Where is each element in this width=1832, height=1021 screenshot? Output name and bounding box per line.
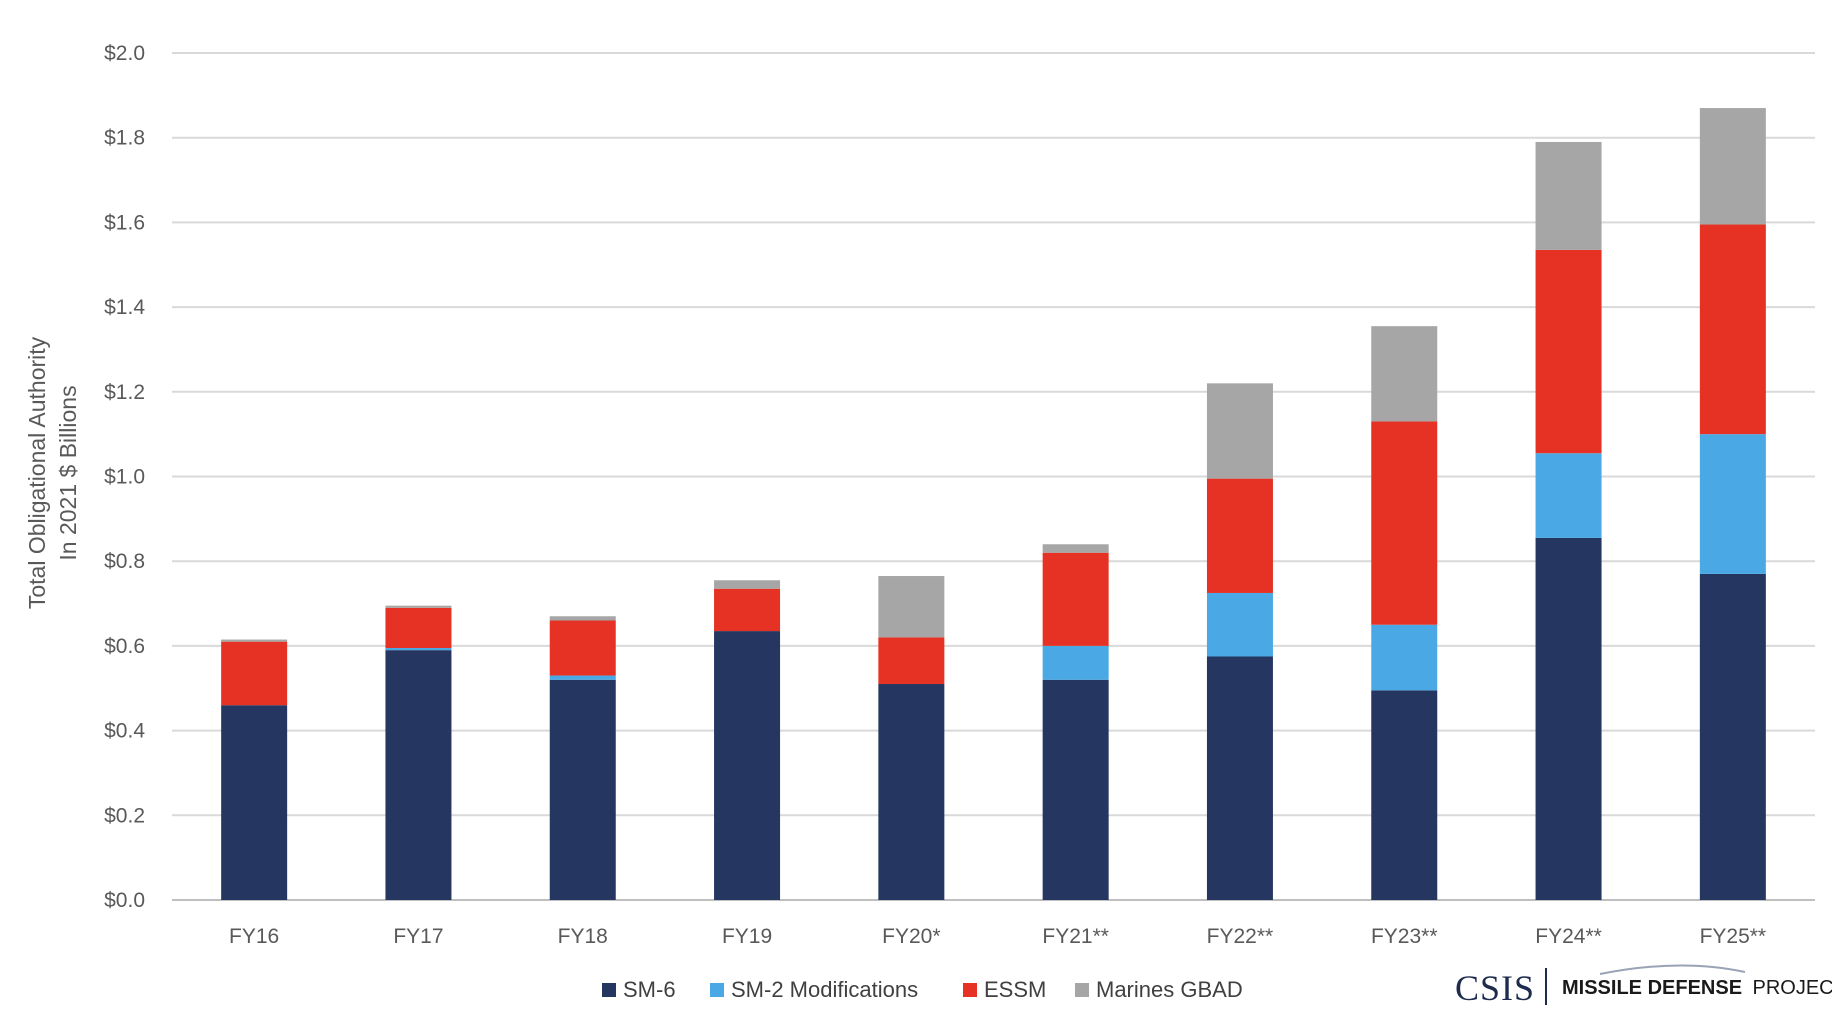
legend: SM-6 SM-2 Modifications ESSM Marines GBAD xyxy=(602,977,1243,1002)
branding-logo: CSIS MISSILE DEFENSE PROJECT xyxy=(1455,964,1832,1008)
x-tick-label: FY19 xyxy=(722,925,772,948)
legend-swatch xyxy=(602,983,616,997)
bar-sm-6-fy18 xyxy=(549,679,616,900)
x-tick-label: FY25** xyxy=(1700,925,1767,948)
bar-sm-6-fy16 xyxy=(221,705,288,900)
bar-essm-fy20 xyxy=(878,637,945,685)
y-axis-label-line-2: In 2021 $ Billions xyxy=(55,385,81,560)
y-tick-label: $0.4 xyxy=(104,720,145,743)
bar-marines-gbad-fy23 xyxy=(1371,326,1438,422)
bar-sm-6-fy19 xyxy=(714,631,781,900)
bar-sm-2-modifications-fy17 xyxy=(385,648,452,651)
legend-label: SM-2 Modifications xyxy=(731,977,918,1002)
bar-marines-gbad-fy22 xyxy=(1206,383,1273,479)
bar-marines-gbad-fy21 xyxy=(1042,544,1109,553)
bar-essm-fy24 xyxy=(1535,249,1602,454)
csis-logo-text: CSIS xyxy=(1455,968,1535,1008)
bar-essm-fy17 xyxy=(385,607,452,649)
swoosh-icon xyxy=(1599,964,1746,975)
x-tick-label: FY17 xyxy=(393,925,443,948)
bar-essm-fy22 xyxy=(1206,478,1273,593)
bar-marines-gbad-fy16 xyxy=(221,639,288,642)
y-tick-label: $1.2 xyxy=(104,381,145,404)
x-tick-label: FY22** xyxy=(1207,925,1274,948)
x-tick-label: FY24** xyxy=(1535,925,1602,948)
y-axis-label-line-1: Total Obligational Authority xyxy=(24,336,50,609)
legend-label: SM-6 xyxy=(623,977,676,1002)
bars xyxy=(221,108,1766,900)
legend-swatch xyxy=(710,983,724,997)
bar-sm-6-fy24 xyxy=(1535,537,1602,900)
x-tick-label: FY16 xyxy=(229,925,279,948)
bar-sm-2-modifications-fy18 xyxy=(549,675,616,680)
bar-essm-fy19 xyxy=(714,588,781,632)
bar-sm-6-fy21 xyxy=(1042,679,1109,900)
bar-sm-2-modifications-fy22 xyxy=(1206,592,1273,657)
bar-essm-fy18 xyxy=(549,620,616,676)
bar-essm-fy23 xyxy=(1371,421,1438,625)
bar-marines-gbad-fy25 xyxy=(1699,108,1766,225)
bar-marines-gbad-fy19 xyxy=(714,580,781,589)
bar-sm-6-fy17 xyxy=(385,650,452,900)
y-axis-ticks: $0.0 $0.2 $0.4 $0.6 $0.8 $1.0 $1.2 $1.4 $1.6 $1.8… xyxy=(104,42,145,912)
project-name: MISSILE DEFENSE PROJECT xyxy=(1562,977,1832,999)
bar-marines-gbad-fy18 xyxy=(549,616,616,621)
y-tick-label: $1.8 xyxy=(104,127,145,150)
bar-sm-2-modifications-fy21 xyxy=(1042,645,1109,680)
bar-sm-2-modifications-fy24 xyxy=(1535,453,1602,538)
bar-marines-gbad-fy24 xyxy=(1535,141,1602,250)
y-tick-label: $0.6 xyxy=(104,635,145,658)
bar-sm-2-modifications-fy25 xyxy=(1699,434,1766,574)
bar-sm-6-fy23 xyxy=(1371,690,1438,900)
y-tick-label: $1.6 xyxy=(104,211,145,234)
bar-essm-fy25 xyxy=(1699,224,1766,435)
x-tick-label: FY18 xyxy=(558,925,608,948)
project-name-bold: MISSILE DEFENSE xyxy=(1562,977,1742,999)
bar-marines-gbad-fy17 xyxy=(385,605,452,608)
bar-sm-2-modifications-fy23 xyxy=(1371,624,1438,691)
bar-essm-fy21 xyxy=(1042,552,1109,646)
legend-label: ESSM xyxy=(984,977,1046,1002)
bar-sm-6-fy22 xyxy=(1206,656,1273,900)
bar-marines-gbad-fy20 xyxy=(878,576,945,638)
x-tick-label: FY20* xyxy=(882,925,940,948)
y-tick-label: $0.8 xyxy=(104,550,145,573)
project-name-rest: PROJECT xyxy=(1752,977,1832,999)
x-tick-label: FY23** xyxy=(1371,925,1438,948)
y-tick-label: $0.0 xyxy=(104,889,145,912)
bar-essm-fy16 xyxy=(221,641,288,706)
bar-sm-6-fy20 xyxy=(878,684,945,900)
legend-swatch xyxy=(963,983,977,997)
x-axis-ticks: FY16 FY17 FY18 FY19 FY20* FY21** FY22** FY23** F… xyxy=(229,925,1766,948)
y-tick-label: $1.0 xyxy=(104,466,145,489)
legend-swatch xyxy=(1075,983,1089,997)
bar-sm-6-fy25 xyxy=(1699,573,1766,900)
legend-label: Marines GBAD xyxy=(1096,977,1243,1002)
y-tick-label: $1.4 xyxy=(104,296,145,319)
x-tick-label: FY21** xyxy=(1042,925,1109,948)
y-tick-label: $2.0 xyxy=(104,42,145,65)
y-tick-label: $0.2 xyxy=(104,804,145,827)
